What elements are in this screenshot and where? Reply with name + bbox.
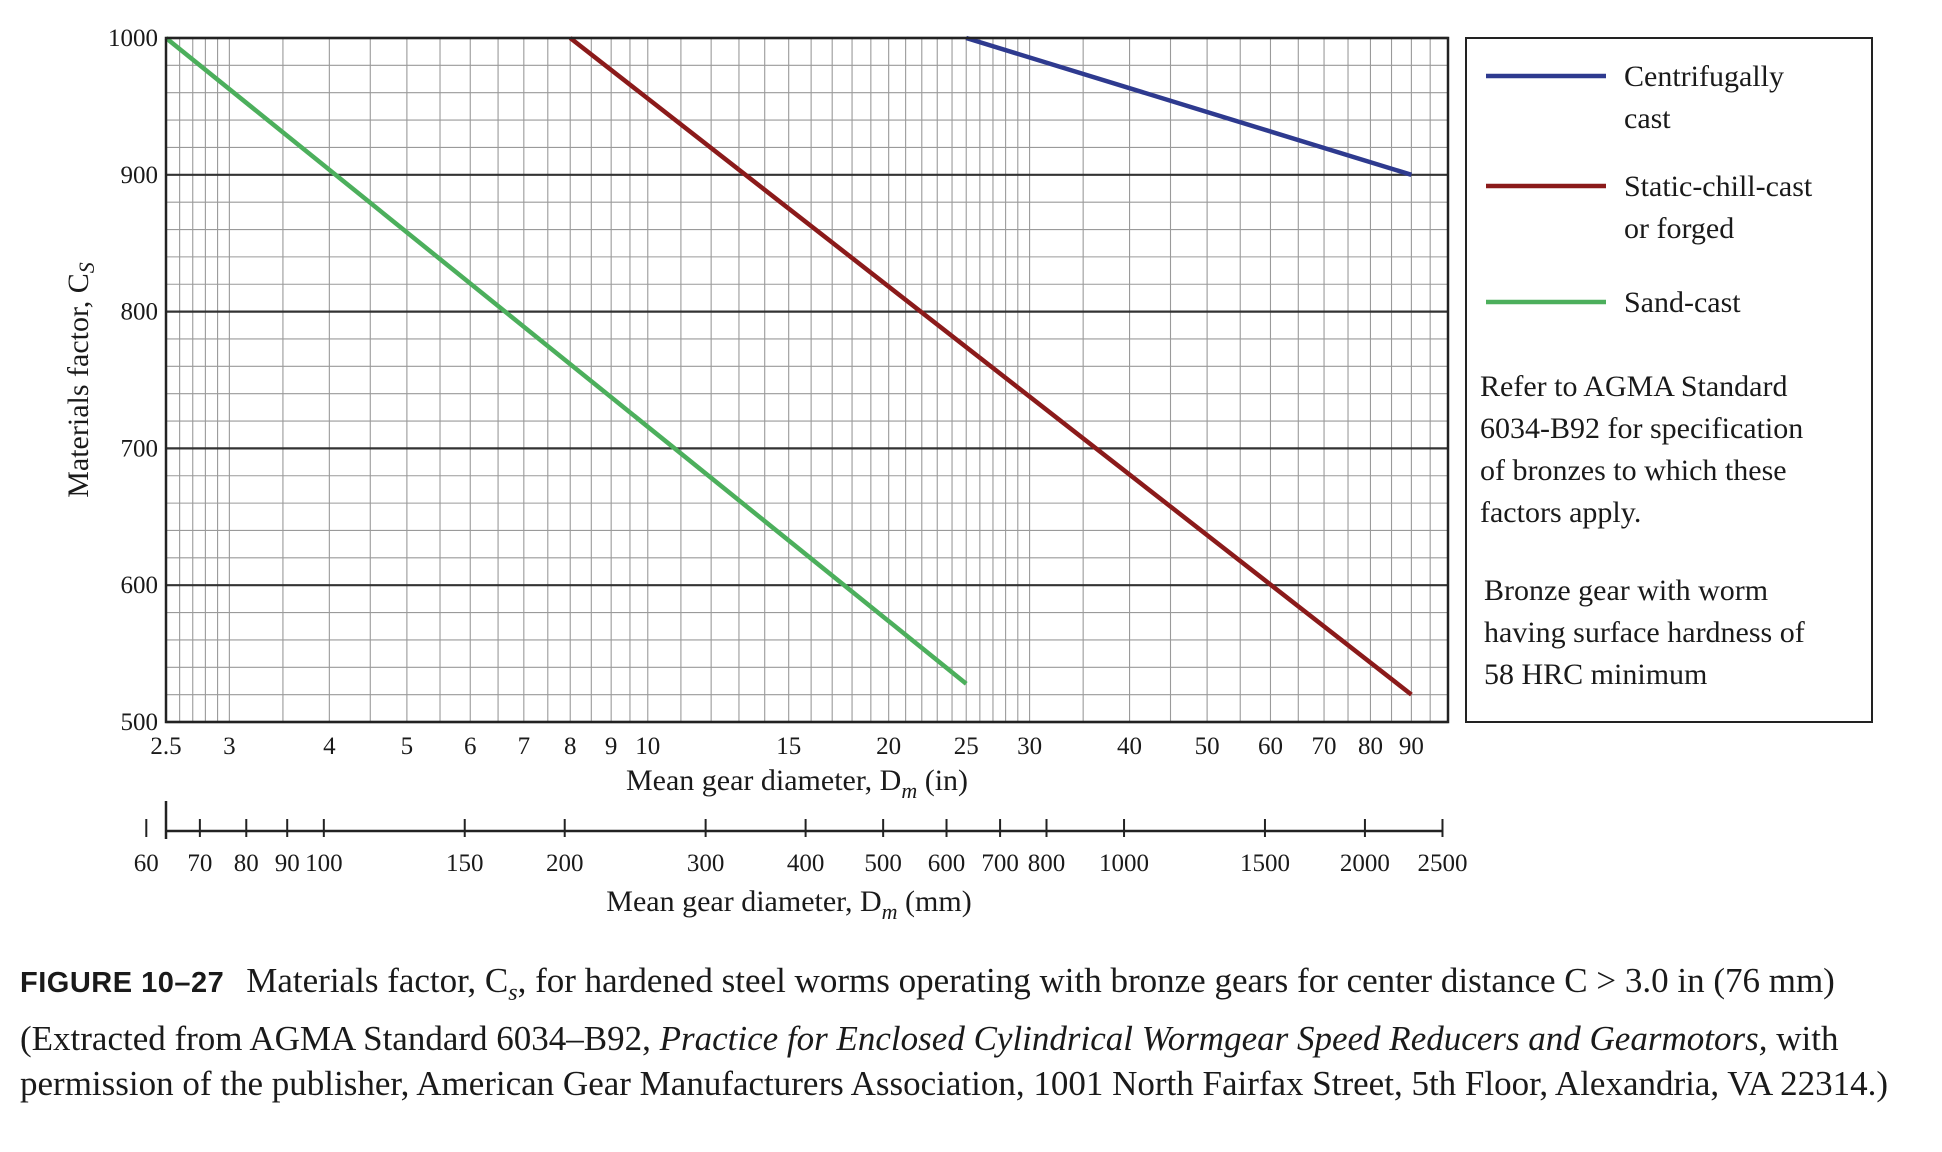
x-tick-label: 80 <box>1358 733 1383 760</box>
caption-label: FIGURE 10–27 <box>20 967 225 999</box>
legend-label-1: Centrifugally <box>1624 60 1784 93</box>
secondary-x-tick-label: 700 <box>981 850 1019 877</box>
secondary-x-tick-label: 500 <box>864 850 902 877</box>
y-tick-label: 1000 <box>108 25 158 52</box>
caption-text-3: with permission of the publisher, Americ… <box>20 1019 1889 1103</box>
series-line-3 <box>164 36 968 686</box>
x-tick-label: 30 <box>1017 733 1042 760</box>
x-tick-label: 10 <box>635 733 660 760</box>
x-axis-label-unit: (in) <box>917 764 968 797</box>
legend-note-1: of bronzes to which these <box>1480 454 1787 487</box>
legend-note-1: 6034-B92 for specification <box>1480 412 1803 445</box>
x-tick-label: 2.5 <box>150 733 181 760</box>
x-tick-label: 90 <box>1399 733 1424 760</box>
secondary-x-axis-label-text: Mean gear diameter, D <box>606 885 881 918</box>
secondary-x-tick-label: 1500 <box>1240 850 1290 877</box>
legend-box <box>1465 37 1873 723</box>
figure-caption: FIGURE 10–27 Materials factor, Cs, for ha… <box>20 958 1920 1106</box>
chart: 500 600 700 800 900 1000 2.5 3 4 5 6 7 8 9 10 15 20 25 30… <box>62 25 1873 924</box>
grid-minor <box>165 38 1449 722</box>
secondary-x-tick-label: 2000 <box>1340 850 1390 877</box>
secondary-x-tick-label: 300 <box>687 850 725 877</box>
x-tick-label: 9 <box>605 733 618 760</box>
legend-note-2: Bronze gear with worm <box>1484 574 1768 607</box>
x-axis-label: Mean gear diameter, Dm (in) <box>626 764 968 803</box>
y-axis-label: Materials factor, CS <box>62 262 99 498</box>
legend: Centrifugally cast Static-chill-cast or for… <box>1486 60 1813 319</box>
x-tick-label: 15 <box>776 733 801 760</box>
series-line-2 <box>568 36 1413 697</box>
legend-label-3: Sand-cast <box>1624 286 1741 319</box>
secondary-x-tick-label: 100 <box>305 850 343 877</box>
x-tick-label: 6 <box>464 733 477 760</box>
legend-label-1: cast <box>1624 102 1671 135</box>
y-tick-label: 500 <box>121 709 159 736</box>
grid-major <box>166 36 1448 724</box>
x-tick-label: 7 <box>518 733 531 760</box>
secondary-x-axis <box>145 801 1444 839</box>
x-axis-label-text: Mean gear diameter, D <box>626 764 901 797</box>
legend-note-2: having surface hardness of <box>1484 616 1805 649</box>
y-axis-label-sub: S <box>74 262 99 273</box>
legend-note-1: factors apply. <box>1480 496 1641 529</box>
x-tick-label: 20 <box>876 733 901 760</box>
x-axis-label-sub: m <box>901 778 917 803</box>
secondary-x-tick-label: 90 <box>275 850 300 877</box>
x-tick-label: 25 <box>954 733 979 760</box>
secondary-x-axis-label-unit: (mm) <box>898 885 972 918</box>
x-tick-label: 3 <box>223 733 236 760</box>
y-axis-label-text: Materials factor, C <box>62 273 95 498</box>
secondary-x-tick-label: 600 <box>928 850 966 877</box>
secondary-x-tick-label: 70 <box>187 850 212 877</box>
secondary-x-axis-label: Mean gear diameter, Dm (mm) <box>606 885 971 924</box>
caption-text-1: Materials factor, C <box>246 961 509 1000</box>
x-tick-label: 60 <box>1258 733 1283 760</box>
secondary-x-tick-labels: 60 70 80 90 100 150 200 300 400 500 600 700 800 1000 1… <box>134 850 1468 877</box>
series-line-1 <box>965 35 1413 177</box>
secondary-x-tick-label: 1000 <box>1099 850 1149 877</box>
y-tick-label: 700 <box>121 435 159 462</box>
plot-frame <box>164 36 1450 724</box>
x-tick-label: 40 <box>1117 733 1142 760</box>
secondary-x-axis-label-sub: m <box>882 899 898 924</box>
caption-sub: s <box>508 980 518 1006</box>
x-tick-label: 50 <box>1195 733 1220 760</box>
legend-note-2: 58 HRC minimum <box>1484 658 1707 691</box>
y-tick-label: 800 <box>121 299 159 326</box>
secondary-x-tick-label: 400 <box>787 850 825 877</box>
secondary-x-tick-label: 80 <box>234 850 259 877</box>
secondary-x-tick-label: 800 <box>1028 850 1066 877</box>
y-tick-label: 900 <box>121 162 159 189</box>
legend-note-1: Refer to AGMA Standard <box>1480 370 1787 403</box>
secondary-x-tick-label: 2500 <box>1417 850 1467 877</box>
x-tick-labels: 2.5 3 4 5 6 7 8 9 10 15 20 25 30 40 50 60 70 80 90 <box>150 733 1424 760</box>
x-tick-label: 5 <box>401 733 414 760</box>
x-tick-label: 8 <box>564 733 577 760</box>
legend-label-2: or forged <box>1624 212 1734 245</box>
series-layer <box>164 35 1413 697</box>
caption-italic: Practice for Enclosed Cylindrical Wormge… <box>659 1019 1768 1058</box>
x-tick-label: 70 <box>1312 733 1337 760</box>
legend-notes: Refer to AGMA Standard 6034-B92 for speci… <box>1480 370 1805 691</box>
caption-text-2: , for hardened steel worms operating wit… <box>20 961 1835 1058</box>
secondary-x-tick-label: 60 <box>134 850 159 877</box>
secondary-x-tick-label: 150 <box>446 850 484 877</box>
x-tick-label: 4 <box>323 733 336 760</box>
y-tick-labels: 500 600 700 800 900 1000 <box>108 25 158 736</box>
y-tick-label: 600 <box>121 572 159 599</box>
secondary-x-tick-label: 200 <box>546 850 584 877</box>
legend-label-2: Static-chill-cast <box>1624 170 1813 203</box>
